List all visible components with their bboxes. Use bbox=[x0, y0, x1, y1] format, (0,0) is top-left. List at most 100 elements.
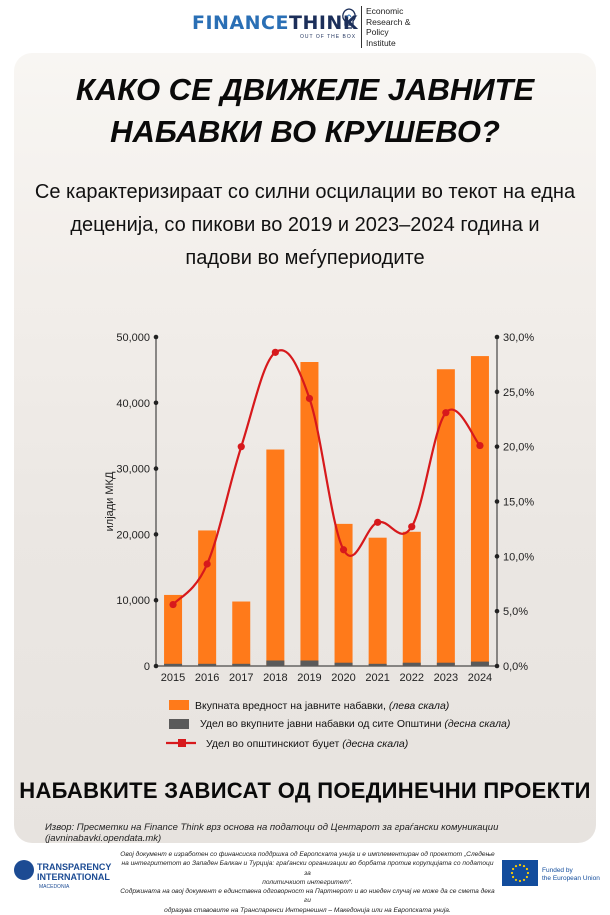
budget-share-point bbox=[271, 348, 279, 356]
page-title-line-2: НАБАВКИ ВО КРУШЕВО? bbox=[110, 114, 500, 149]
x-axis-tick-label: 2020 bbox=[331, 672, 355, 684]
budget-share-point bbox=[339, 546, 348, 554]
x-axis-tick-label: 2016 bbox=[195, 672, 219, 684]
eu-star bbox=[522, 878, 526, 882]
bar-total-value bbox=[368, 537, 387, 666]
legend-swatch-marker bbox=[178, 739, 186, 747]
eu-star bbox=[510, 871, 514, 875]
eu-star bbox=[518, 879, 522, 883]
x-axis-tick-label: 2022 bbox=[400, 672, 424, 684]
logo-divider bbox=[361, 6, 362, 48]
eu-star bbox=[525, 875, 529, 879]
left-axis-label: илјади МКД bbox=[104, 471, 116, 531]
right-axis-tick-mark bbox=[494, 663, 500, 669]
legend-label-scale: (лева скала) bbox=[389, 700, 449, 712]
left-axis-tick-mark bbox=[153, 334, 159, 340]
right-axis-tick-label: 0,0% bbox=[503, 661, 528, 673]
right-axis-tick-mark bbox=[494, 499, 500, 504]
legend-label-text: Вкупната вредност на јавните набавки, bbox=[195, 700, 389, 712]
left-axis-tick-label: 20,000 bbox=[116, 529, 150, 541]
legend-swatch-total bbox=[169, 700, 189, 710]
budget-share-point bbox=[305, 394, 314, 403]
legend-label-text: Удел во општинскиот буџет bbox=[206, 738, 342, 750]
left-axis-tick-mark bbox=[153, 400, 159, 406]
eu-flag-icon bbox=[502, 860, 538, 886]
budget-share-point bbox=[374, 518, 382, 526]
bar-share-municipalities bbox=[334, 662, 353, 666]
right-axis-tick-mark bbox=[494, 444, 500, 449]
bar-share-municipalities bbox=[402, 662, 421, 666]
eu-star bbox=[518, 863, 522, 867]
right-axis-tick-mark bbox=[494, 554, 500, 559]
bar-share-municipalities bbox=[266, 660, 285, 666]
left-axis-tick-label: 10,000 bbox=[116, 595, 150, 607]
legend-label: Вкупната вредност на јавните набавки, (л… bbox=[195, 700, 449, 712]
bar-share-municipalities bbox=[198, 663, 217, 666]
eu-star bbox=[522, 864, 526, 868]
right-axis-tick-mark bbox=[494, 334, 500, 340]
left-axis-tick-mark bbox=[153, 532, 159, 537]
eu-star bbox=[514, 878, 518, 882]
funding-disclaimer: Овој документ е изработен со финансиска … bbox=[120, 851, 495, 914]
transparency-international-logo-icon bbox=[14, 860, 34, 880]
left-axis-tick-label: 50,000 bbox=[116, 332, 150, 344]
left-axis-tick-mark bbox=[153, 663, 159, 669]
bar-share-municipalities bbox=[300, 660, 319, 666]
bar-total-value bbox=[164, 594, 183, 666]
x-axis-tick-label: 2017 bbox=[229, 672, 253, 684]
source-note: Извор: Пресметки на Finance Think врз ос… bbox=[45, 822, 499, 844]
bar-total-value bbox=[402, 531, 421, 666]
budget-share-point bbox=[203, 560, 211, 568]
bar-total-value bbox=[334, 523, 353, 666]
budget-share-point bbox=[408, 523, 416, 531]
bar-share-municipalities bbox=[164, 663, 183, 666]
legend-label: Удел во вкупните јавни набавки од сите О… bbox=[200, 718, 510, 730]
x-axis-tick-label: 2021 bbox=[365, 672, 389, 684]
subtitle-line-2: деценија, со пикови во 2019 и 2023–2024 … bbox=[70, 214, 540, 236]
eu-star bbox=[514, 864, 518, 868]
finance-think-logo: FINANCETHINK bbox=[192, 12, 359, 34]
x-axis-tick-label: 2015 bbox=[161, 672, 185, 684]
right-axis-tick-label: 10,0% bbox=[503, 551, 534, 563]
x-axis-tick-label: 2023 bbox=[434, 672, 458, 684]
bar-total-value bbox=[266, 449, 285, 666]
subtitle-line-1: Се карактеризираат со силни осцилации во… bbox=[34, 181, 576, 203]
eu-star bbox=[511, 867, 515, 871]
bar-total-value bbox=[198, 530, 217, 666]
budget-share-line bbox=[172, 349, 481, 606]
right-axis-tick-mark bbox=[494, 389, 500, 395]
legend-swatch-share bbox=[169, 719, 189, 729]
budget-share-point bbox=[442, 409, 450, 417]
bar-share-municipalities bbox=[368, 663, 387, 666]
budget-share-point bbox=[476, 441, 484, 450]
right-axis-tick-label: 15,0% bbox=[503, 497, 534, 509]
left-axis-tick-label: 30,000 bbox=[116, 464, 150, 476]
page-title-line-1: КАКО СЕ ДВИЖЕЛЕ ЈАВНИТЕ bbox=[75, 72, 535, 107]
bar-total-value bbox=[300, 362, 319, 666]
x-axis-tick-label: 2018 bbox=[263, 672, 287, 684]
bar-share-municipalities bbox=[470, 661, 489, 666]
right-axis-tick-label: 25,0% bbox=[503, 387, 534, 399]
eu-star bbox=[525, 867, 529, 871]
header: FINANCETHINK OUT OF THE BOX Economic Res… bbox=[0, 0, 610, 52]
bar-total-value bbox=[470, 356, 489, 666]
left-axis-tick-mark bbox=[153, 466, 159, 471]
subtitle-line-3: падови во меѓупериодите bbox=[185, 247, 425, 269]
bar-share-municipalities bbox=[232, 663, 251, 666]
left-axis-tick-label: 0 bbox=[144, 661, 150, 673]
eu-funded-label: Funded by the European Union bbox=[542, 867, 600, 882]
right-axis-tick-mark bbox=[494, 608, 500, 614]
right-axis-tick-label: 30,0% bbox=[503, 332, 534, 344]
left-axis-tick-label: 40,000 bbox=[116, 398, 150, 410]
budget-share-point bbox=[169, 600, 177, 609]
budget-share-point bbox=[237, 443, 245, 451]
right-axis-tick-label: 5,0% bbox=[503, 606, 528, 618]
legend-label-scale: (десна скала) bbox=[444, 718, 510, 730]
left-axis-tick-mark bbox=[153, 597, 159, 603]
bar-total-value bbox=[232, 601, 251, 666]
bar-share-municipalities bbox=[436, 662, 455, 666]
transparency-international-name: TRANSPARENCY INTERNATIONAL MACEDONIA bbox=[37, 862, 112, 890]
institute-name: Economic Research & Policy Institute bbox=[366, 6, 411, 48]
lightbulb-icon bbox=[342, 8, 356, 29]
